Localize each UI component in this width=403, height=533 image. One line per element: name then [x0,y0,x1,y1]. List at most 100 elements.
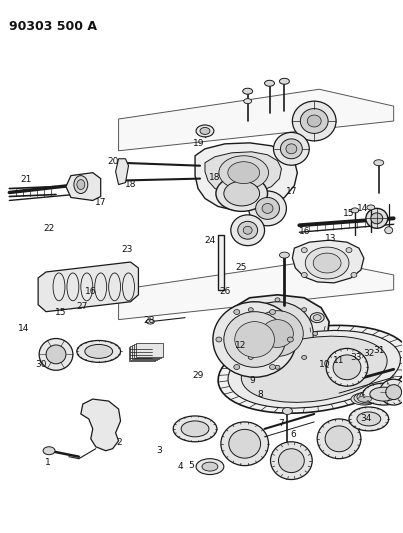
Ellipse shape [302,356,307,359]
Ellipse shape [237,332,242,335]
Ellipse shape [354,392,380,404]
Ellipse shape [244,99,251,103]
Polygon shape [116,159,129,184]
Ellipse shape [305,247,349,279]
Ellipse shape [270,310,276,314]
Text: 16: 16 [299,227,310,236]
Ellipse shape [234,365,240,369]
Polygon shape [137,343,163,357]
Ellipse shape [146,319,154,324]
Ellipse shape [243,88,253,94]
Ellipse shape [363,383,403,405]
Ellipse shape [313,332,318,335]
Ellipse shape [43,447,55,455]
Ellipse shape [278,449,304,473]
Ellipse shape [77,341,120,362]
Text: 23: 23 [122,245,133,254]
Text: 11: 11 [332,356,344,365]
Ellipse shape [351,208,359,213]
Ellipse shape [238,221,258,239]
Ellipse shape [386,385,402,400]
Text: 30: 30 [35,360,46,369]
Text: 16: 16 [85,287,96,296]
Ellipse shape [249,191,287,226]
Ellipse shape [286,144,297,154]
Text: 8: 8 [258,390,264,399]
Ellipse shape [234,310,240,314]
Polygon shape [118,260,394,320]
Ellipse shape [46,345,66,364]
Ellipse shape [371,213,383,224]
Ellipse shape [357,412,381,426]
Text: 5: 5 [189,461,194,470]
Ellipse shape [218,325,403,413]
Ellipse shape [262,204,273,213]
Ellipse shape [313,253,341,273]
Polygon shape [222,295,329,372]
Polygon shape [118,89,394,151]
Ellipse shape [385,227,393,234]
Ellipse shape [307,115,321,127]
Ellipse shape [270,365,276,369]
Text: 34: 34 [360,415,371,423]
Text: 17: 17 [286,187,298,196]
Ellipse shape [235,321,274,357]
Text: 18: 18 [209,173,221,182]
Ellipse shape [224,181,260,206]
Ellipse shape [242,302,313,365]
Text: 12: 12 [235,342,246,350]
Text: 14: 14 [357,204,368,213]
Ellipse shape [358,396,372,402]
Text: 7: 7 [278,419,285,427]
Text: 31: 31 [374,345,385,354]
Ellipse shape [213,302,296,377]
Ellipse shape [310,313,324,322]
Ellipse shape [262,320,293,348]
Text: 33: 33 [350,353,362,362]
Ellipse shape [374,160,384,166]
Ellipse shape [292,101,336,141]
Ellipse shape [251,311,303,357]
Ellipse shape [202,462,218,471]
Ellipse shape [216,337,222,342]
Ellipse shape [264,80,274,86]
Text: 22: 22 [43,224,54,233]
Ellipse shape [326,349,368,386]
Ellipse shape [216,176,268,212]
Polygon shape [218,235,224,290]
Ellipse shape [248,356,253,359]
Ellipse shape [221,422,268,466]
Ellipse shape [173,416,217,442]
Ellipse shape [275,298,280,302]
Text: 4: 4 [178,462,183,471]
Ellipse shape [275,365,280,369]
Ellipse shape [279,78,289,84]
Ellipse shape [196,125,214,137]
Text: 9: 9 [249,376,255,385]
Ellipse shape [317,419,361,459]
Ellipse shape [346,248,352,253]
Text: 26: 26 [219,287,231,296]
Text: 19: 19 [193,139,204,148]
Ellipse shape [200,127,210,134]
Ellipse shape [224,312,285,367]
Ellipse shape [287,337,293,342]
Polygon shape [66,173,101,200]
Ellipse shape [274,132,309,165]
Ellipse shape [301,272,307,277]
Ellipse shape [283,408,292,415]
Ellipse shape [228,330,401,408]
Polygon shape [81,399,120,451]
Ellipse shape [357,391,383,403]
Ellipse shape [280,139,302,159]
Ellipse shape [370,387,398,401]
Text: 27: 27 [77,302,88,311]
Ellipse shape [256,198,279,219]
Polygon shape [292,240,364,283]
Ellipse shape [351,272,357,277]
Ellipse shape [349,407,389,431]
Text: 6: 6 [290,430,296,439]
Text: 24: 24 [205,236,216,245]
Ellipse shape [367,205,375,210]
Polygon shape [131,346,157,360]
